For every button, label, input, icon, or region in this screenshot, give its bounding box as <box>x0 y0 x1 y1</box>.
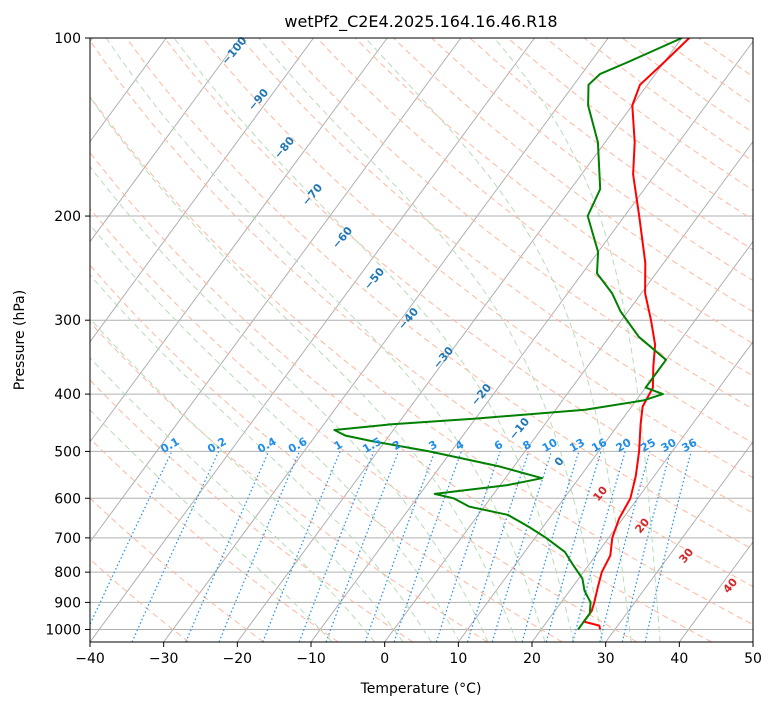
x-tick-label: 10 <box>449 651 467 667</box>
isotherm-line <box>90 38 241 243</box>
x-tick-label: 30 <box>597 651 615 667</box>
mixing-ratio-line <box>521 451 580 642</box>
moist-adiabat-line <box>90 274 432 642</box>
isotherm-line <box>90 38 535 642</box>
mixing-ratio-line <box>435 451 501 642</box>
mixing-ratio-line <box>545 451 602 642</box>
x-tick-label: −10 <box>296 651 326 667</box>
isotherm-line <box>90 38 388 443</box>
moist-adiabat-line <box>90 409 333 642</box>
x-tick-label: −40 <box>75 651 105 667</box>
dry-adiabat-line <box>90 39 753 588</box>
dewpoint-line <box>333 38 683 631</box>
dry-adiabat-line <box>90 151 712 642</box>
mixing-ratio-line <box>621 451 671 642</box>
mixing-ratio-line <box>262 451 341 642</box>
x-tick-label: −20 <box>223 651 253 667</box>
isotherm-line <box>752 641 753 642</box>
plot-frame <box>89 37 754 643</box>
dry-adiabat-line <box>90 95 753 626</box>
mixing-ratio-line <box>572 451 626 642</box>
y-tick-label: 400 <box>54 387 81 403</box>
isotherm-line <box>605 440 753 642</box>
x-tick-label: −30 <box>149 651 179 667</box>
moist-adiabat-line <box>90 224 461 642</box>
chart-title: wetPf2_C2E4.2025.164.16.46.R18 <box>284 12 557 32</box>
y-tick-label: 700 <box>54 531 81 547</box>
dry-adiabat-line <box>164 38 753 514</box>
y-tick-label: 200 <box>54 209 81 225</box>
moist-adiabat-line <box>173 38 575 642</box>
x-tick-label: 50 <box>744 651 762 667</box>
isotherm-line <box>90 38 314 343</box>
dry-adiabat-line <box>90 264 563 642</box>
mixing-ratio-line <box>218 451 301 642</box>
isotherm-line <box>457 240 753 642</box>
moist-adiabat-line <box>105 38 546 642</box>
mixing-ratio-line <box>491 451 553 642</box>
mixing-ratio-line <box>599 451 651 642</box>
moist-adiabat-line <box>90 357 376 642</box>
mixing-ratio-line <box>185 451 270 642</box>
y-tick-label: 300 <box>54 313 81 329</box>
y-tick-label: 900 <box>54 595 81 611</box>
mixing-ratio-line <box>466 451 530 642</box>
x-axis-label: Temperature (°C) <box>360 681 482 697</box>
isotherm-line <box>531 340 753 642</box>
mixing-ratio-line <box>364 451 436 642</box>
mixing-ratio-line <box>644 451 692 642</box>
moist-adiabat-line <box>493 38 661 642</box>
thermo-lines-layer <box>90 38 753 642</box>
mixing-ratio-line <box>325 451 400 642</box>
isotherm-line <box>384 140 753 642</box>
temperature-line <box>582 38 690 630</box>
moist-adiabat-line <box>90 165 489 642</box>
x-tick-label: 0 <box>380 651 389 667</box>
moist-adiabat-line <box>90 96 517 642</box>
profile-lines-layer <box>333 38 690 631</box>
dry-adiabat-line <box>125 38 753 550</box>
dry-adiabat-line <box>354 38 753 345</box>
dry-adiabat-line <box>90 207 638 642</box>
y-tick-label: 600 <box>54 491 81 507</box>
isotherm-line <box>163 38 609 642</box>
y-tick-label: 100 <box>54 31 81 47</box>
grid-layer <box>90 38 753 642</box>
y-tick-label: 500 <box>54 444 81 460</box>
dry-adiabat-line <box>278 38 753 410</box>
x-tick-label: 20 <box>523 651 541 667</box>
x-tick-label: 40 <box>670 651 688 667</box>
y-tick-label: 800 <box>54 565 81 581</box>
dry-adiabat-line <box>316 38 753 377</box>
isotherm-line <box>90 38 167 143</box>
isotherm-line <box>236 38 683 642</box>
moist-adiabat-line <box>258 38 603 642</box>
moist-adiabat-line <box>90 317 404 642</box>
dry-adiabat-line <box>90 379 414 642</box>
mixing-ratio-line <box>393 451 462 642</box>
axis-ticks-layer: −40 −30 −20 −10 0 10 20 30 40 50 100 200 300 400 500 60… <box>45 31 762 667</box>
y-axis-label: Pressure (hPa) <box>12 290 28 390</box>
mixing-ratio-line <box>298 451 375 642</box>
y-tick-label: 1000 <box>45 622 81 638</box>
moist-adiabat-line <box>365 38 632 642</box>
